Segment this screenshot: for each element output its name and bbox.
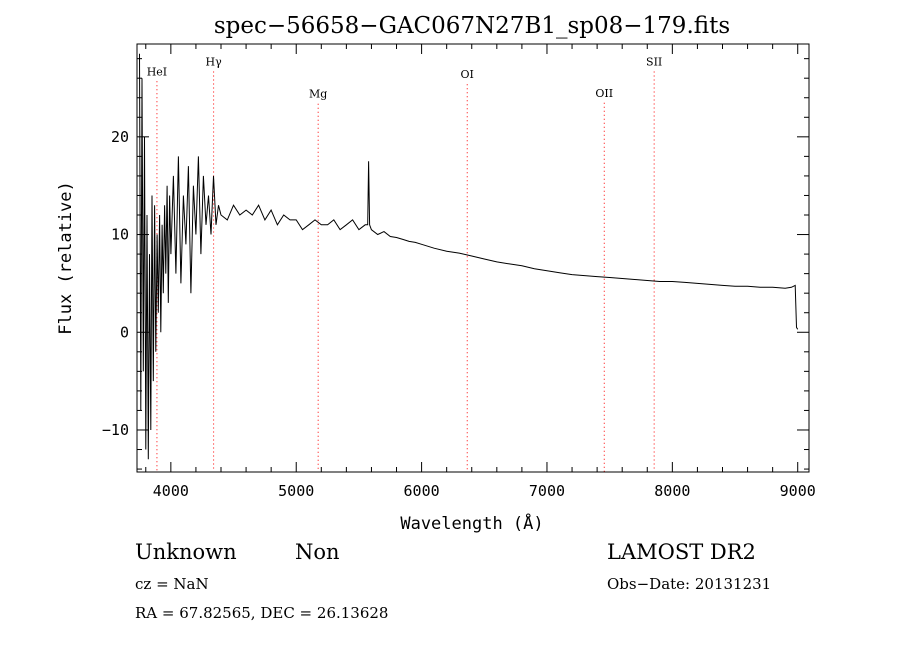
x-tick-label: 9000 [780, 482, 816, 500]
plot-frame [136, 43, 810, 473]
chart-title: spec−56658−GAC067N27B1_sp08−179.fits [214, 13, 730, 39]
y-tick-label: 20 [111, 128, 129, 146]
x-axis-label: Wavelength (Å) [400, 512, 543, 534]
line-marker-label: Mg [309, 88, 327, 101]
y-tick-label: 10 [111, 226, 129, 244]
ra-dec-coords: RA = 67.82565, DEC = 26.13628 [135, 604, 389, 622]
y-axis-label: Flux (relative) [56, 181, 76, 335]
subclass-label: Non [295, 540, 340, 564]
x-tick-label: 6000 [404, 482, 440, 500]
obs-date: Obs−Date: 20131231 [607, 575, 772, 593]
line-marker-label: Hγ [206, 55, 223, 68]
survey-label: LAMOST DR2 [607, 540, 756, 564]
y-tick-label: −10 [102, 421, 129, 439]
line-marker-label: OI [461, 68, 474, 81]
x-tick-label: 8000 [654, 482, 690, 500]
spectrum-line [139, 53, 799, 460]
class-label: Unknown [135, 540, 237, 564]
cz-value: cz = NaN [135, 575, 209, 593]
line-marker-label: OII [595, 87, 613, 100]
x-tick-label: 7000 [529, 482, 565, 500]
line-marker-label: HeI [147, 65, 167, 78]
x-tick-label: 4000 [153, 482, 189, 500]
y-tick-label: 0 [120, 323, 129, 341]
x-tick-label: 5000 [278, 482, 314, 500]
line-marker-label: SII [646, 55, 662, 68]
